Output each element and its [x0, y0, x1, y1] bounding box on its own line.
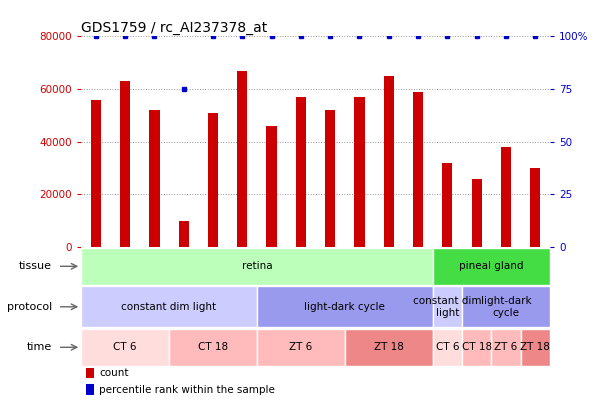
Bar — [149, 110, 159, 247]
Bar — [81, 248, 433, 285]
Text: GDS1759 / rc_AI237378_at: GDS1759 / rc_AI237378_at — [81, 21, 267, 35]
Bar — [462, 286, 550, 327]
Text: constant dim light: constant dim light — [121, 302, 216, 312]
Text: ZT 18: ZT 18 — [520, 342, 550, 352]
Bar — [266, 126, 276, 247]
Bar — [81, 286, 257, 327]
Bar — [530, 168, 540, 247]
Text: time: time — [26, 342, 52, 352]
Bar — [86, 384, 94, 395]
Bar — [433, 248, 550, 285]
Bar — [237, 71, 248, 247]
Bar — [169, 329, 257, 366]
Text: CT 18: CT 18 — [462, 342, 492, 352]
Text: pineal gland: pineal gland — [459, 261, 523, 271]
Bar — [345, 329, 433, 366]
Text: ZT 18: ZT 18 — [374, 342, 404, 352]
Text: light-dark cycle: light-dark cycle — [304, 302, 385, 312]
Text: CT 6: CT 6 — [436, 342, 459, 352]
Bar — [472, 179, 482, 247]
Text: protocol: protocol — [7, 302, 52, 312]
Bar — [257, 286, 433, 327]
Text: CT 6: CT 6 — [114, 342, 137, 352]
Bar — [296, 97, 306, 247]
Bar — [383, 76, 394, 247]
Bar — [208, 113, 218, 247]
Text: tissue: tissue — [19, 261, 52, 271]
Bar — [81, 329, 169, 366]
Text: ZT 6: ZT 6 — [495, 342, 517, 352]
Text: ZT 6: ZT 6 — [289, 342, 313, 352]
Bar — [442, 163, 453, 247]
Bar — [520, 329, 550, 366]
Bar — [91, 100, 101, 247]
Text: percentile rank within the sample: percentile rank within the sample — [99, 385, 275, 394]
Bar — [325, 110, 335, 247]
Bar — [86, 368, 94, 378]
Bar — [355, 97, 365, 247]
Bar — [257, 329, 345, 366]
Text: CT 18: CT 18 — [198, 342, 228, 352]
Bar — [492, 329, 520, 366]
Bar — [433, 286, 462, 327]
Text: constant dim
light: constant dim light — [413, 296, 481, 318]
Text: light-dark
cycle: light-dark cycle — [481, 296, 531, 318]
Bar — [433, 329, 462, 366]
Text: retina: retina — [242, 261, 272, 271]
Bar — [462, 329, 492, 366]
Bar — [501, 147, 511, 247]
Bar — [413, 92, 423, 247]
Bar — [178, 221, 189, 247]
Text: count: count — [99, 368, 129, 378]
Bar — [120, 81, 130, 247]
